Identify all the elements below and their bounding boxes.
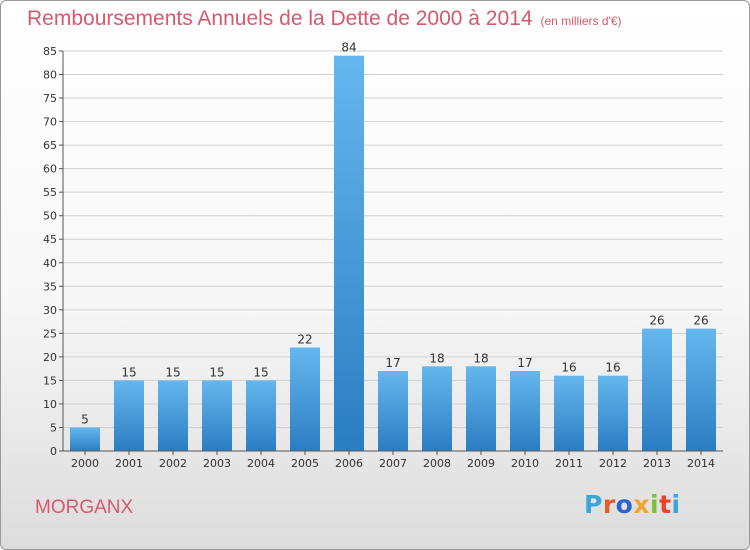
data-label-2000: 5	[81, 412, 89, 426]
y-tick-label: 40	[43, 257, 57, 270]
y-tick-label: 20	[43, 351, 57, 364]
y-tick-label: 25	[43, 327, 57, 340]
bar-2006	[334, 55, 364, 452]
x-tick-label-2006: 2006	[335, 457, 363, 470]
bar-2011	[554, 375, 584, 451]
logo-letter: i	[650, 490, 660, 519]
data-label-2002: 15	[165, 365, 180, 379]
y-tick-label: 80	[43, 69, 57, 82]
y-tick-label: 45	[43, 233, 57, 246]
logo-letter: i	[671, 490, 681, 519]
bar-2010	[510, 371, 540, 451]
x-tick-label-2003: 2003	[203, 457, 231, 470]
bar-2002	[158, 380, 188, 451]
x-tick-label-2004: 2004	[247, 457, 275, 470]
data-label-2014: 26	[693, 314, 708, 328]
proxiti-logo[interactable]: Proxiti	[584, 490, 681, 519]
logo-letter: x	[633, 490, 650, 519]
x-tick-label-2002: 2002	[159, 457, 187, 470]
commune-name: MORGANX	[35, 497, 134, 518]
chart-title-text: Remboursements Annuels de la Dette de 20…	[27, 7, 533, 30]
data-label-2013: 26	[649, 314, 664, 328]
bars	[70, 55, 716, 452]
bar-2003	[202, 380, 232, 451]
x-tick-label-2008: 2008	[423, 457, 451, 470]
data-labels: 5 15 15 15 15 22 84 17 18 18 17 16 16 26 26	[81, 41, 708, 427]
data-label-2012: 16	[605, 361, 620, 375]
x-tick-label-2012: 2012	[599, 457, 627, 470]
data-label-2006: 84	[341, 41, 356, 55]
data-label-2004: 15	[253, 365, 268, 379]
bar-2001	[114, 380, 144, 451]
y-tick-label: 5	[50, 421, 57, 434]
y-tick-label: 10	[43, 398, 57, 411]
logo-letter: o	[615, 490, 634, 519]
logo-letter: P	[584, 490, 603, 519]
bar-2007	[378, 371, 408, 451]
bar-2009	[466, 366, 496, 451]
x-tick-label-2000: 2000	[71, 457, 99, 470]
data-label-2001: 15	[121, 365, 136, 379]
logo-letter: t	[659, 490, 672, 519]
y-tick-label: 50	[43, 210, 57, 223]
x-tick-label-2014: 2014	[687, 457, 715, 470]
data-label-2007: 17	[385, 356, 400, 370]
y-tick-label: 0	[50, 445, 57, 458]
data-label-2008: 18	[429, 351, 444, 365]
bar-2004	[246, 380, 276, 451]
data-label-2003: 15	[209, 365, 224, 379]
y-tick-label: 70	[43, 116, 57, 129]
data-label-2010: 17	[517, 356, 532, 370]
chart-title: Remboursements Annuels de la Dette de 20…	[27, 7, 622, 31]
bar-2005	[290, 347, 320, 451]
x-tick-label-2005: 2005	[291, 457, 319, 470]
x-tick-label-2009: 2009	[467, 457, 495, 470]
y-tick-label: 35	[43, 280, 57, 293]
y-tick-label: 30	[43, 304, 57, 317]
y-tick-label: 75	[43, 92, 57, 105]
y-tick-label: 15	[43, 374, 57, 387]
axes: 0 5 10 15 20 25 30 35 40 45 50 55 60 65 70 75 80 85 2000 20…	[43, 45, 723, 470]
data-label-2011: 16	[561, 361, 576, 375]
x-tick-label-2001: 2001	[115, 457, 143, 470]
y-tick-label: 55	[43, 186, 57, 199]
logo-letter: r	[602, 490, 616, 519]
data-label-2005: 22	[297, 332, 312, 346]
x-tick-label-2011: 2011	[555, 457, 583, 470]
bar-2014	[686, 328, 716, 451]
bar-2000	[70, 427, 100, 451]
chart-subtitle: (en milliers d'€)	[540, 14, 622, 28]
x-tick-label-2007: 2007	[379, 457, 407, 470]
bar-2008	[422, 366, 452, 451]
x-tick-label-2013: 2013	[643, 457, 671, 470]
y-tick-label: 65	[43, 139, 57, 152]
y-tick-label: 85	[43, 45, 57, 58]
bar-2013	[642, 328, 672, 451]
data-label-2009: 18	[473, 351, 488, 365]
y-tick-label: 60	[43, 163, 57, 176]
bar-2012	[598, 375, 628, 451]
x-tick-label-2010: 2010	[511, 457, 539, 470]
